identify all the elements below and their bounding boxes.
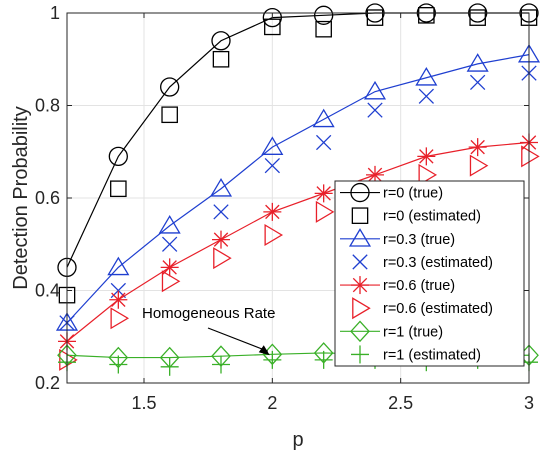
legend-marker: [351, 345, 369, 364]
legend-item: r=1 (true): [340, 320, 443, 343]
data-point: [109, 290, 128, 309]
x-tick-label: 2: [267, 393, 277, 413]
data-point: [315, 20, 332, 38]
legend-label: r=0.6 (true): [383, 278, 455, 294]
legend-marker: [348, 228, 372, 247]
legend-label: r=0.3 (true): [383, 232, 455, 248]
data-point: [212, 50, 230, 68]
data-point: [521, 145, 540, 168]
data-point: [262, 7, 282, 28]
annotation-arrow: [207, 327, 270, 356]
annotation-homogeneous-rate: Homogeneous Rate: [142, 305, 275, 322]
legend-item: r=0.6 (estimated): [352, 297, 493, 320]
data-point: [160, 258, 179, 277]
data-point: [160, 357, 179, 376]
legend-label: r=1 (true): [383, 324, 443, 340]
x-tick-label: 1.5: [131, 393, 156, 413]
data-point: [209, 178, 233, 197]
data-point: [264, 157, 280, 174]
data-point: [263, 202, 282, 221]
data-point: [110, 180, 127, 198]
data-point: [367, 102, 383, 118]
y-tick-label: 0.4: [35, 281, 60, 301]
data-point: [466, 53, 489, 72]
annotation: Homogeneous Rate: [142, 305, 275, 356]
legend-item: r=0 (true): [340, 182, 443, 203]
data-point: [158, 215, 181, 234]
data-point: [212, 230, 230, 249]
x-axis-label: p: [292, 429, 303, 451]
data-point: [316, 134, 332, 151]
data-point: [107, 256, 130, 276]
legend-label: r=1 (estimated): [383, 347, 481, 363]
data-point: [314, 5, 334, 25]
legend-marker: [352, 297, 371, 320]
legend-marker: [351, 207, 369, 224]
data-point: [212, 355, 230, 374]
data-point: [469, 154, 489, 177]
data-point: [109, 355, 128, 374]
data-point: [160, 77, 180, 97]
data-point: [110, 307, 130, 330]
data-point: [418, 88, 434, 104]
legend-marker: [350, 320, 370, 343]
data-point: [366, 9, 384, 26]
data-point: [108, 146, 128, 167]
data-point: [264, 18, 281, 36]
data-point: [314, 184, 333, 203]
legend-label: r=0 (estimated): [383, 209, 481, 225]
data-point: [162, 236, 178, 252]
series-line-2: [66, 54, 530, 324]
data-point: [263, 350, 282, 369]
legend-marker: [351, 276, 369, 295]
legend-label: r=0.3 (estimated): [383, 255, 493, 271]
y-tick-label: 1: [50, 3, 60, 23]
legend-marker: [352, 254, 368, 270]
data-point: [213, 204, 229, 220]
series-line-4: [66, 141, 530, 342]
x-tick-label: 3: [524, 393, 534, 413]
legend-item: r=0 (estimated): [351, 207, 481, 225]
y-tick-label: 0.6: [35, 188, 60, 208]
legend-item: r=0.3 (estimated): [352, 254, 493, 271]
data-point: [211, 31, 231, 51]
data-point: [470, 74, 486, 91]
data-point: [161, 106, 178, 124]
data-point: [418, 163, 438, 186]
data-point: [213, 247, 232, 270]
data-point: [161, 270, 181, 293]
ticks: 1.5 2 2.5 3 0.2 0.4 0.6 0.8 1: [35, 3, 534, 413]
data-point: [415, 67, 438, 86]
legend-label: r=0 (true): [383, 186, 443, 202]
data-point: [363, 80, 387, 100]
y-tick-label: 0.2: [35, 373, 60, 393]
data-point: [468, 138, 487, 157]
x-tick-label: 2.5: [388, 393, 413, 413]
legend: r=0 (true) r=0 (estimated) r=0.3 (true) r=0…: [334, 180, 525, 367]
data-point: [264, 223, 284, 247]
data-point: [314, 350, 333, 369]
legend-item: r=0.6 (true): [340, 276, 455, 295]
legend-item: r=0.3 (true): [340, 228, 455, 248]
series-4: [58, 133, 538, 351]
data-point: [417, 147, 436, 166]
legend-box: [334, 180, 525, 367]
data-point: [315, 200, 335, 223]
y-axis-label: Detection Probability: [10, 106, 32, 289]
series-1: [58, 7, 538, 304]
data-point: [261, 136, 284, 155]
legend-label: r=0.6 (estimated): [383, 301, 493, 317]
y-tick-label: 0.8: [35, 96, 60, 116]
legend-item: r=1 (estimated): [351, 345, 481, 364]
data-point: [418, 7, 435, 24]
legend-marker: [350, 182, 370, 203]
data-point: [312, 108, 335, 128]
data-point: [469, 9, 486, 26]
